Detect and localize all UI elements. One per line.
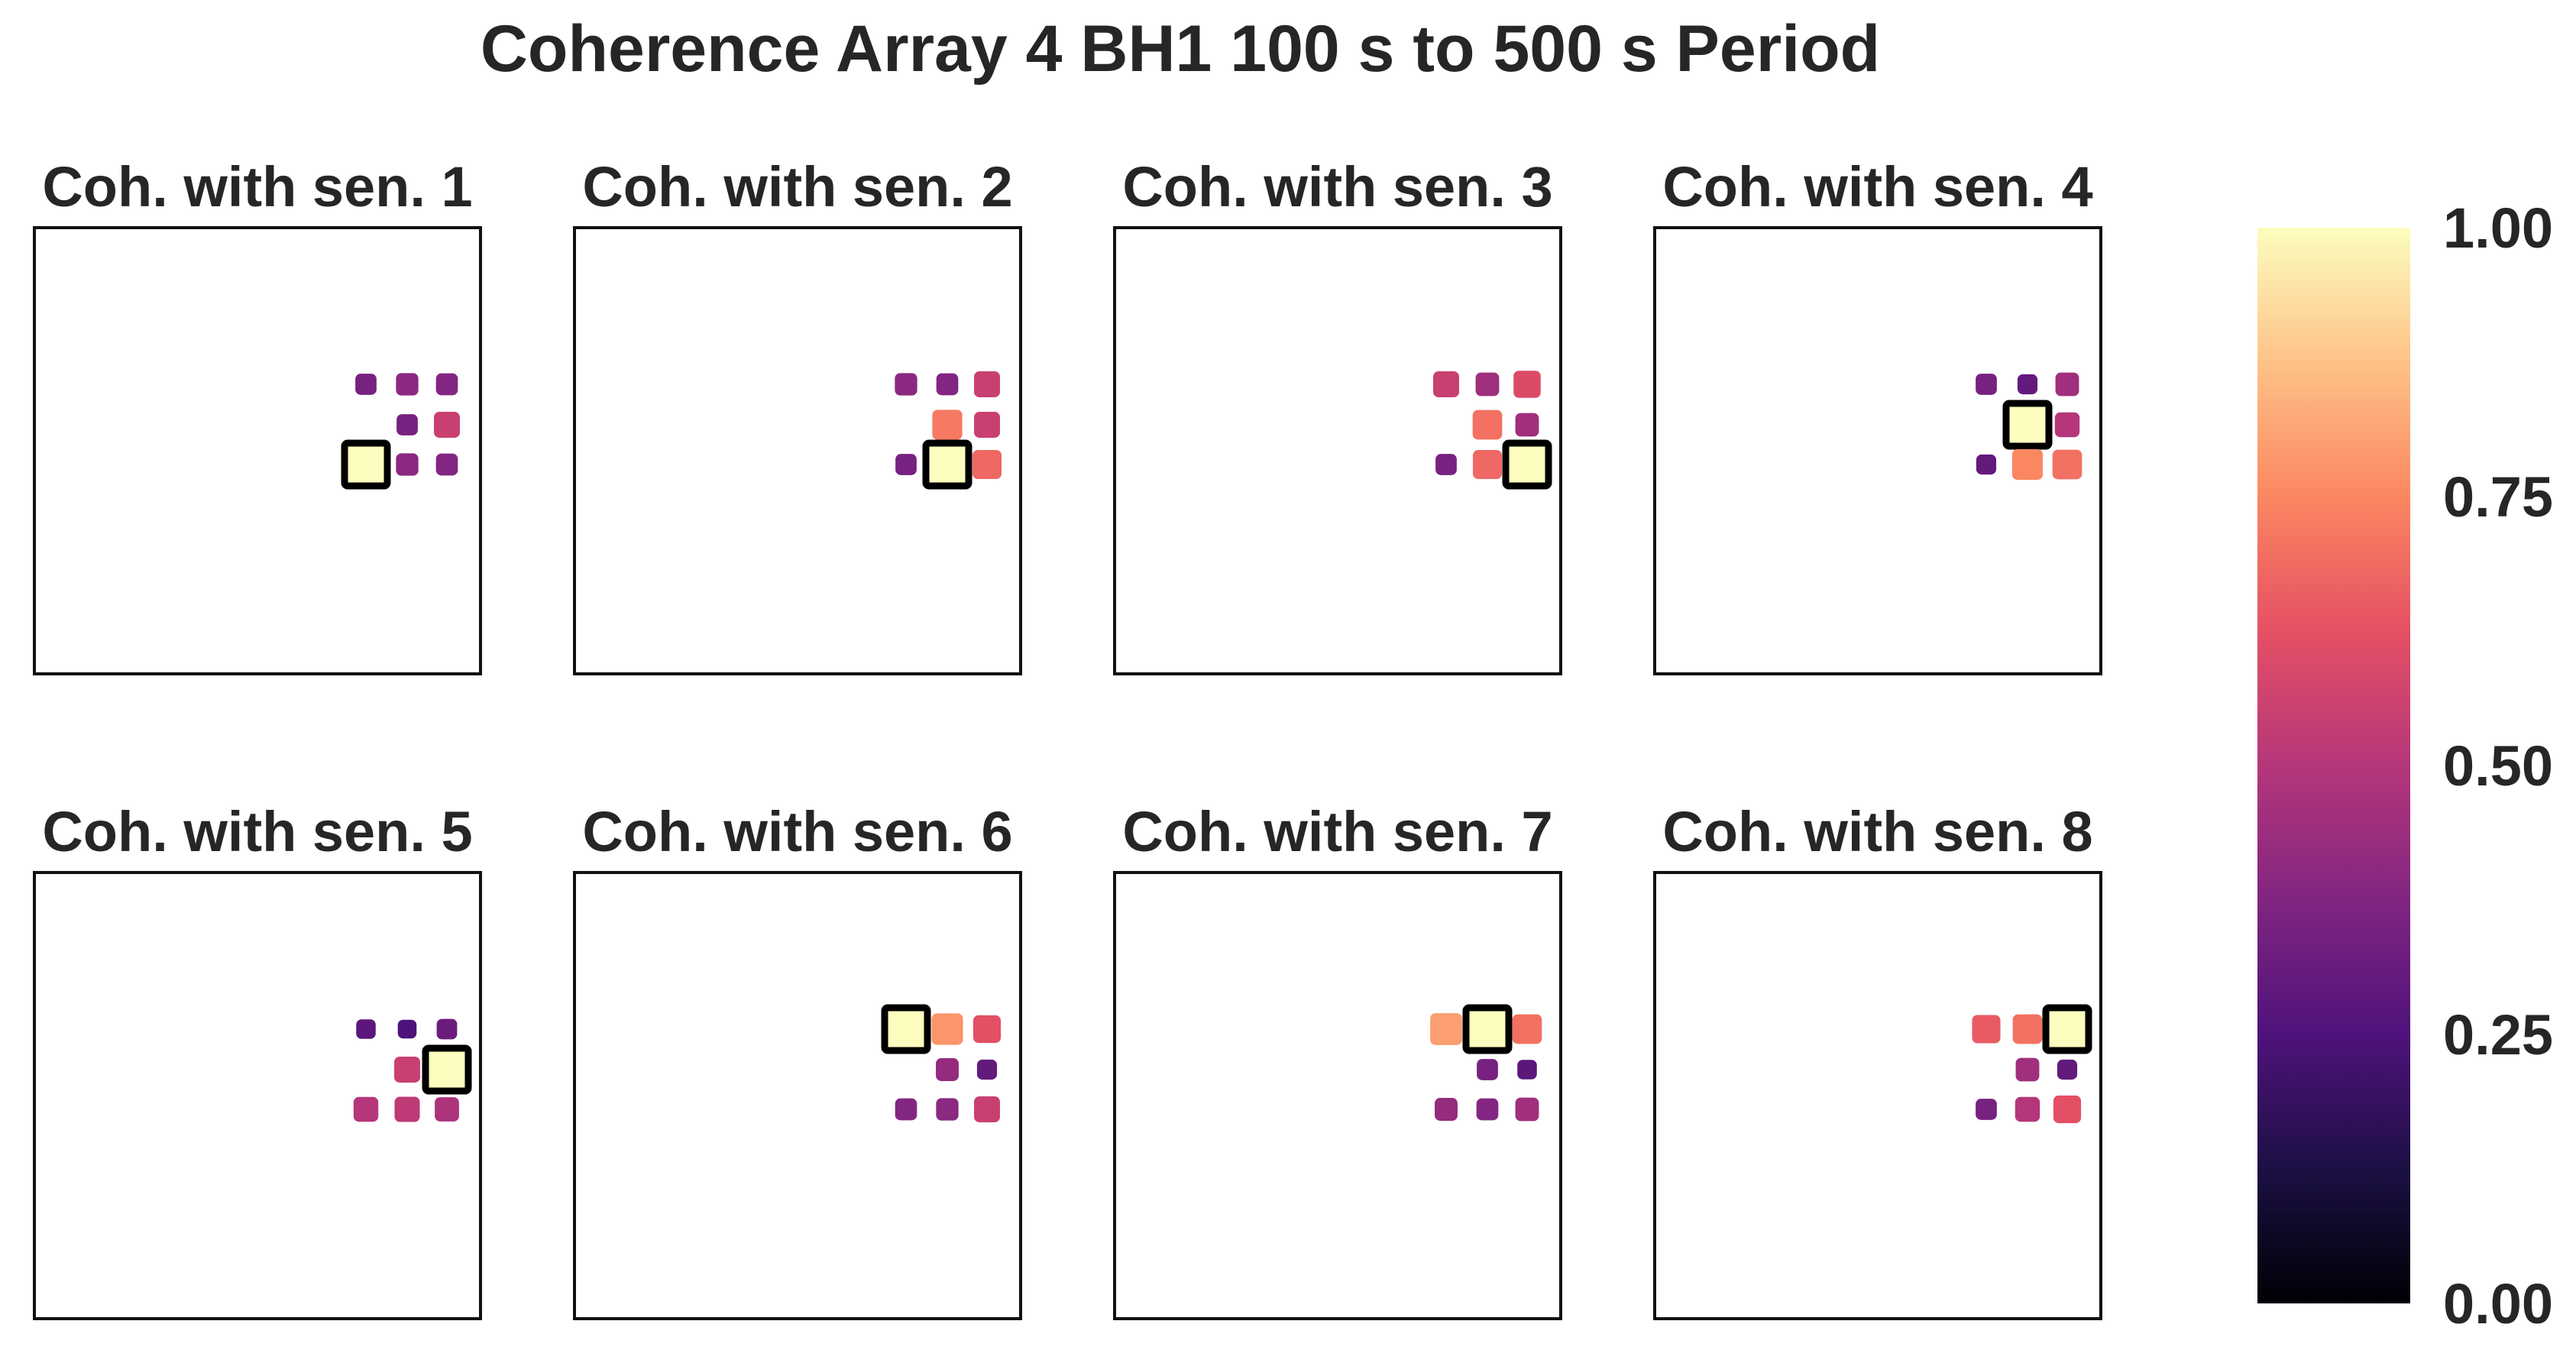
reference-sensor-marker: [922, 439, 972, 490]
reference-sensor-marker: [881, 1004, 931, 1054]
sensor-8-coherence-marker: [2011, 448, 2044, 481]
sensor-2-coherence-marker: [397, 1019, 417, 1039]
sensor-7-coherence-marker: [353, 1096, 379, 1122]
sensor-8-coherence-marker: [1476, 1098, 1499, 1121]
sensor-5-coherence-marker: [1477, 1059, 1498, 1080]
figure-title: Coherence Array 4 BH1 100 s to 500 s Per…: [481, 12, 1880, 86]
sensor-7-coherence-marker: [895, 1098, 917, 1121]
sensor-6-coherence-marker: [974, 412, 1000, 438]
sensor-2-coherence-marker: [936, 373, 959, 396]
sensor-2-coherence-marker: [931, 1013, 963, 1045]
colorbar-tick-label: 0.75: [2443, 465, 2553, 529]
panel-7: Coh. with sen. 7: [1113, 800, 1562, 1320]
sensor-1-coherence-marker: [895, 373, 917, 396]
sensor-9-coherence-marker: [435, 453, 458, 476]
sensor-6-coherence-marker: [1517, 1060, 1537, 1080]
reference-sensor-marker: [341, 439, 391, 490]
sensor-9-coherence-marker: [972, 449, 1002, 480]
sensor-5-coherence-marker: [936, 1058, 959, 1081]
reference-sensor-marker: [2002, 400, 2053, 450]
panel-title: Coh. with sen. 2: [582, 155, 1012, 219]
sensor-9-coherence-marker: [435, 1097, 459, 1122]
sensor-6-coherence-marker: [2054, 412, 2080, 438]
sensor-1-coherence-marker: [1972, 1015, 2001, 1044]
panel-4: Coh. with sen. 4: [1653, 155, 2102, 675]
colorbar-tick-label: 1.00: [2443, 196, 2553, 260]
panel-title: Coh. with sen. 7: [1122, 800, 1552, 863]
sensor-2-coherence-marker: [2017, 374, 2038, 395]
reference-sensor-marker: [2042, 1004, 2092, 1054]
sensor-1-coherence-marker: [355, 374, 377, 395]
sensor-5-coherence-marker: [2015, 1057, 2040, 1082]
sensor-2-coherence-marker: [2012, 1014, 2043, 1044]
sensor-3-coherence-marker: [1512, 1014, 1542, 1044]
sensor-7-coherence-marker: [1435, 454, 1457, 475]
sensor-3-coherence-marker: [2055, 372, 2079, 397]
colorbar-gradient: [2257, 228, 2410, 1303]
sensor-8-coherence-marker: [394, 1096, 420, 1122]
panel-6: Coh. with sen. 6: [573, 800, 1022, 1320]
sensor-2-coherence-marker: [396, 373, 419, 396]
sensor-1-coherence-marker: [1433, 371, 1459, 397]
sensor-3-coherence-marker: [435, 373, 458, 396]
sensor-5-coherence-marker: [396, 414, 418, 435]
panel-grid: Coh. with sen. 1 Coh. with sen. 2 Coh. wit…: [33, 155, 2102, 1320]
sensor-3-coherence-marker: [974, 371, 1000, 397]
panel-8: Coh. with sen. 8: [1653, 800, 2102, 1320]
sensor-6-coherence-marker: [1515, 413, 1539, 437]
sensor-8-coherence-marker: [936, 1098, 959, 1121]
reference-sensor-marker: [422, 1044, 472, 1095]
sensor-7-coherence-marker: [895, 454, 917, 475]
panel-title: Coh. with sen. 1: [42, 155, 472, 219]
colorbar-tick-label: 0.25: [2443, 1003, 2553, 1067]
sensor-6-coherence-marker: [434, 412, 460, 438]
colorbar: 0.00 0.25 0.50 0.75 1.00: [2257, 196, 2553, 1335]
sensor-5-coherence-marker: [932, 410, 963, 440]
panel-5: Coh. with sen. 5: [33, 800, 482, 1320]
sensor-6-coherence-marker: [976, 1059, 998, 1080]
panel-title: Coh. with sen. 5: [42, 800, 472, 863]
sensor-8-coherence-marker: [396, 453, 419, 476]
sensor-5-coherence-marker: [394, 1057, 420, 1083]
panel-title: Coh. with sen. 8: [1662, 800, 2092, 863]
panel-frame: [1113, 871, 1562, 1320]
panel-3: Coh. with sen. 3: [1113, 155, 1562, 675]
sensor-8-coherence-marker: [1472, 449, 1503, 480]
sensor-9-coherence-marker: [2052, 449, 2082, 480]
sensor-7-coherence-marker: [1435, 1098, 1458, 1121]
panel-title: Coh. with sen. 6: [582, 800, 1012, 863]
sensor-8-coherence-marker: [2015, 1096, 2040, 1122]
sensor-3-coherence-marker: [1513, 371, 1541, 398]
panel-frame: [573, 871, 1022, 1320]
sensor-9-coherence-marker: [1515, 1097, 1539, 1122]
sensor-7-coherence-marker: [1976, 454, 1997, 475]
sensor-1-coherence-marker: [356, 1019, 376, 1039]
panel-title: Coh. with sen. 3: [1122, 155, 1552, 219]
panel-2: Coh. with sen. 2: [573, 155, 1022, 675]
panel-frame: [33, 871, 482, 1320]
sensor-2-coherence-marker: [1475, 372, 1500, 397]
sensor-1-coherence-marker: [1430, 1013, 1462, 1045]
sensor-1-coherence-marker: [1976, 374, 1997, 395]
panel-frame: [33, 226, 482, 675]
sensor-3-coherence-marker: [972, 1015, 1002, 1044]
reference-sensor-marker: [1502, 439, 1552, 490]
colorbar-tick-label: 0.00: [2443, 1272, 2553, 1335]
panel-1: Coh. with sen. 1: [33, 155, 482, 675]
sensor-9-coherence-marker: [974, 1096, 1000, 1122]
sensor-7-coherence-marker: [1976, 1099, 1997, 1120]
reference-sensor-marker: [1462, 1004, 1513, 1054]
panel-title: Coh. with sen. 4: [1662, 155, 2092, 219]
sensor-6-coherence-marker: [2057, 1059, 2078, 1080]
colorbar-tick-label: 0.50: [2443, 734, 2553, 798]
panel-frame: [1653, 871, 2102, 1320]
sensor-9-coherence-marker: [2053, 1095, 2082, 1124]
colorbar-ticks: 0.00 0.25 0.50 0.75 1.00: [2443, 196, 2553, 1335]
sensor-3-coherence-marker: [436, 1018, 458, 1040]
sensor-5-coherence-marker: [1472, 410, 1503, 440]
